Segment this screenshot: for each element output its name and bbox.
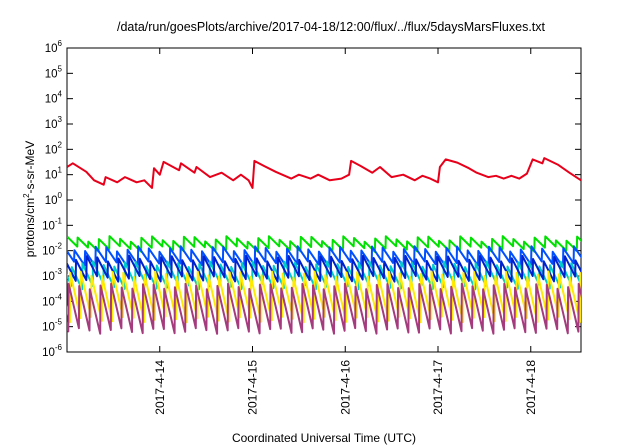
y-tick-base: 10	[45, 68, 58, 80]
y-tick-base: 10	[45, 195, 58, 207]
y-tick-exp: 0	[58, 191, 63, 200]
y-tick-base: 10	[42, 296, 55, 308]
y-tick-base: 10	[45, 94, 58, 106]
chart-title: /data/run/goesPlots/archive/2017-04-18/1…	[117, 20, 546, 34]
y-tick-exp: -4	[55, 292, 63, 301]
y-tick-exp: -3	[55, 267, 63, 276]
y-tick-base: 10	[42, 271, 55, 283]
y-tick-base: 10	[45, 144, 58, 156]
series-line-2	[67, 245, 581, 269]
y-tick-base: 10	[45, 119, 58, 131]
y-tick-label: 106	[45, 39, 63, 55]
y-tick-label: 103	[45, 115, 63, 131]
x-tick-label: 2017-4-15	[246, 360, 260, 415]
y-tick-base: 10	[42, 322, 55, 334]
y-tick-label: 104	[45, 90, 63, 106]
x-axis-label: Coordinated Universal Time (UTC)	[232, 431, 416, 445]
y-tick-exp: -1	[55, 216, 63, 225]
y-tick-label: 10-2	[42, 242, 62, 258]
y-tick-exp: -6	[55, 343, 63, 352]
y-tick-exp: 6	[58, 39, 63, 48]
y-tick-exp: 5	[58, 64, 63, 73]
y-tick-exp: 2	[58, 140, 63, 149]
y-tick-exp: 4	[58, 90, 63, 99]
y-tick-label: 101	[45, 166, 63, 182]
x-tick-label: 2017-4-14	[153, 360, 167, 415]
series-layer	[67, 157, 581, 335]
series-line-0	[67, 157, 581, 189]
y-tick-label: 10-6	[42, 343, 62, 359]
y-axis-label: protons/cm2-s-sr-MeV	[22, 141, 37, 257]
y-axis: 10610510410310210110010-110-210-310-410-…	[42, 39, 581, 359]
y-tick-label: 10-4	[42, 292, 62, 308]
y-tick-base: 10	[42, 220, 55, 232]
y-tick-label: 100	[45, 191, 63, 207]
x-axis: 2017-4-14 2017-4-15 2017-4-16 2017-4-17 2017…	[153, 48, 538, 415]
y-tick-label: 10-3	[42, 267, 62, 283]
series-line-6	[67, 282, 581, 335]
y-tick-base: 10	[42, 347, 55, 359]
y-tick-exp: -5	[55, 318, 63, 327]
y-tick-label: 10-5	[42, 318, 62, 334]
y-tick-base: 10	[42, 246, 55, 258]
x-tick-label: 2017-4-17	[431, 360, 445, 415]
y-tick-label: 102	[45, 140, 63, 156]
y-tick-base: 10	[45, 43, 58, 55]
y-tick-exp: -2	[55, 242, 63, 251]
series-line-3	[67, 260, 581, 291]
series-line-1	[67, 235, 581, 253]
y-tick-exp: 1	[58, 166, 63, 175]
x-tick-label: 2017-4-16	[338, 360, 352, 415]
y-tick-label: 10-1	[42, 216, 62, 232]
y-tick-exp: 3	[58, 115, 63, 124]
y-tick-base: 10	[45, 170, 58, 182]
y-tick-label: 105	[45, 64, 63, 80]
x-tick-label: 2017-4-18	[524, 360, 538, 415]
